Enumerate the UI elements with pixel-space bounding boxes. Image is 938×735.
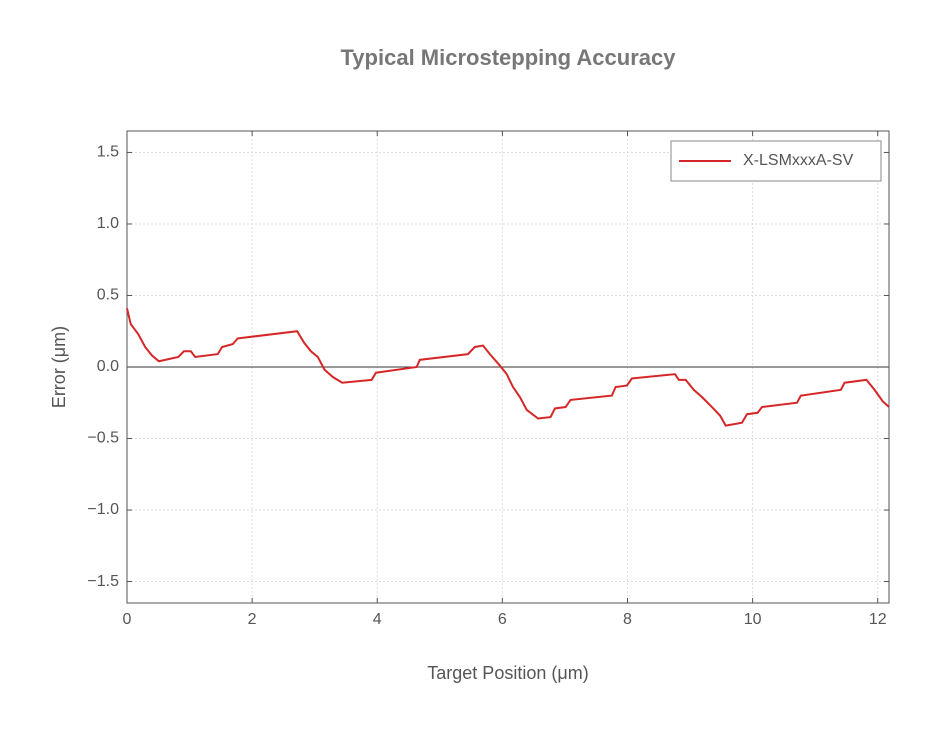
plot-frame [126, 130, 890, 604]
x-tick-label: 10 [744, 611, 762, 628]
y-tick-label: 0.0 [97, 358, 119, 375]
chart-title: Typical Microstepping Accuracy [341, 45, 677, 70]
y-tick-label: 1.0 [97, 215, 119, 232]
x-tick-label: 0 [123, 611, 132, 628]
y-tick-label: −1.0 [87, 501, 119, 518]
x-tick-label: 6 [498, 611, 507, 628]
legend-label: X-LSMxxxA-SV [743, 152, 854, 169]
x-axis-label: Target Position (μm) [427, 663, 588, 683]
y-tick-label: −0.5 [87, 430, 119, 447]
y-tick-label: 1.5 [97, 144, 119, 161]
x-tick-label: 2 [248, 611, 257, 628]
x-tick-label: 8 [623, 611, 632, 628]
y-axis-label: Error (μm) [49, 326, 69, 408]
data-line [126, 308, 890, 427]
y-tick-label: 0.5 [97, 287, 119, 304]
x-tick-label: 12 [869, 611, 887, 628]
y-tick-label: −1.5 [87, 573, 119, 590]
x-tick-label: 4 [373, 611, 382, 628]
